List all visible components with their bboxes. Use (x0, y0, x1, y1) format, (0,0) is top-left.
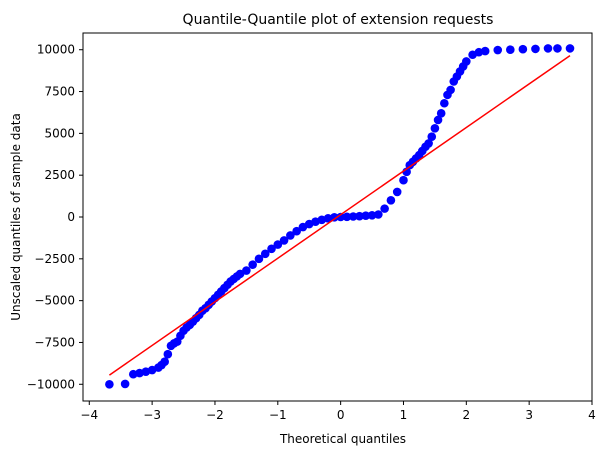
fit-line-group (108, 54, 571, 376)
x-axis-ticks: −4 −3 −2 −1 0 1 2 3 4 (80, 401, 596, 422)
data-point-87 (553, 44, 562, 53)
data-point-32 (235, 269, 245, 279)
data-point-52 (361, 211, 371, 220)
data-point-88 (565, 44, 575, 53)
x-tick-label: 3 (525, 408, 533, 422)
data-point-66 (424, 139, 433, 148)
data-point-86 (543, 44, 553, 53)
scatter-points (105, 44, 575, 389)
x-tick-label: 0 (337, 408, 345, 422)
data-point-39 (279, 236, 289, 245)
x-tick-label: −4 (80, 408, 98, 422)
y-tick-label: 0 (67, 210, 75, 224)
y-tick-label: 10000 (37, 43, 75, 57)
data-point-36 (260, 249, 270, 259)
data-point-82 (493, 45, 503, 55)
data-point-1 (120, 379, 130, 389)
y-tick-label: −5000 (34, 294, 75, 308)
data-point-84 (518, 44, 528, 54)
data-point-71 (440, 98, 449, 108)
data-point-54 (374, 210, 383, 219)
x-tick-label: 4 (588, 408, 596, 422)
data-point-83 (506, 45, 515, 55)
chart-title: Quantile-Quantile plot of extension requ… (183, 12, 494, 28)
data-point-34 (248, 260, 257, 269)
data-point-0 (105, 379, 114, 389)
data-point-40 (286, 231, 295, 240)
data-point-50 (348, 212, 358, 221)
x-tick-label: −3 (143, 408, 161, 422)
data-point-55 (380, 204, 389, 213)
data-point-9 (163, 349, 173, 359)
y-axis-ticks: −10000 −7500 −5000 −2500 0 2500 5000 7500 10000 (27, 43, 83, 391)
data-point-33 (242, 266, 251, 275)
data-point-85 (531, 44, 540, 54)
y-axis-label: Unscaled quantiles of sample data (9, 113, 23, 321)
y-tick-label: −7500 (34, 335, 75, 349)
y-tick-label: 5000 (44, 126, 75, 140)
data-point-70 (436, 108, 446, 118)
y-tick-label: −2500 (34, 252, 75, 266)
data-point-56 (386, 195, 396, 205)
x-tick-label: 1 (400, 408, 408, 422)
x-tick-label: −1 (269, 408, 287, 422)
data-point-51 (355, 211, 364, 221)
data-point-68 (430, 124, 440, 133)
data-point-49 (342, 212, 352, 222)
data-point-57 (392, 187, 402, 197)
x-tick-label: −2 (206, 408, 224, 422)
x-axis-label: Theoretical quantiles (279, 432, 406, 446)
data-point-41 (292, 226, 301, 236)
data-point-47 (330, 213, 339, 222)
data-point-58 (399, 175, 408, 185)
fit-line (108, 54, 571, 376)
data-point-8 (160, 357, 169, 366)
data-point-38 (273, 240, 283, 249)
data-point-69 (433, 115, 443, 125)
x-tick-label: 2 (463, 408, 471, 422)
y-tick-label: 7500 (44, 85, 75, 99)
data-point-81 (480, 46, 490, 56)
data-point-37 (267, 244, 276, 254)
y-tick-label: −10000 (27, 377, 75, 391)
data-point-48 (336, 212, 345, 222)
data-point-67 (427, 132, 437, 142)
data-point-78 (462, 57, 471, 66)
y-tick-label: 2500 (44, 168, 75, 182)
data-point-73 (446, 85, 455, 95)
data-point-53 (367, 211, 377, 220)
data-point-35 (254, 254, 264, 264)
